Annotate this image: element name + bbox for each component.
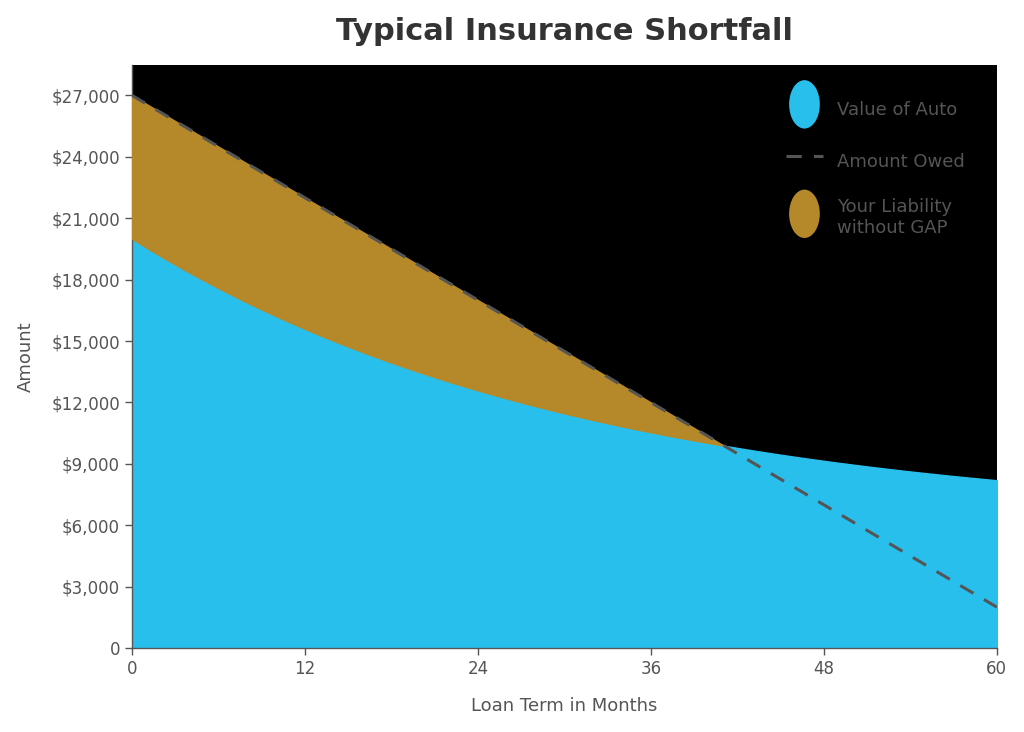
- Title: Typical Insurance Shortfall: Typical Insurance Shortfall: [336, 17, 793, 45]
- Legend: Value of Auto, Amount Owed, Your Liability
without GAP: Value of Auto, Amount Owed, Your Liabili…: [772, 80, 979, 251]
- Y-axis label: Amount: Amount: [16, 321, 35, 392]
- X-axis label: Loan Term in Months: Loan Term in Months: [471, 698, 657, 715]
